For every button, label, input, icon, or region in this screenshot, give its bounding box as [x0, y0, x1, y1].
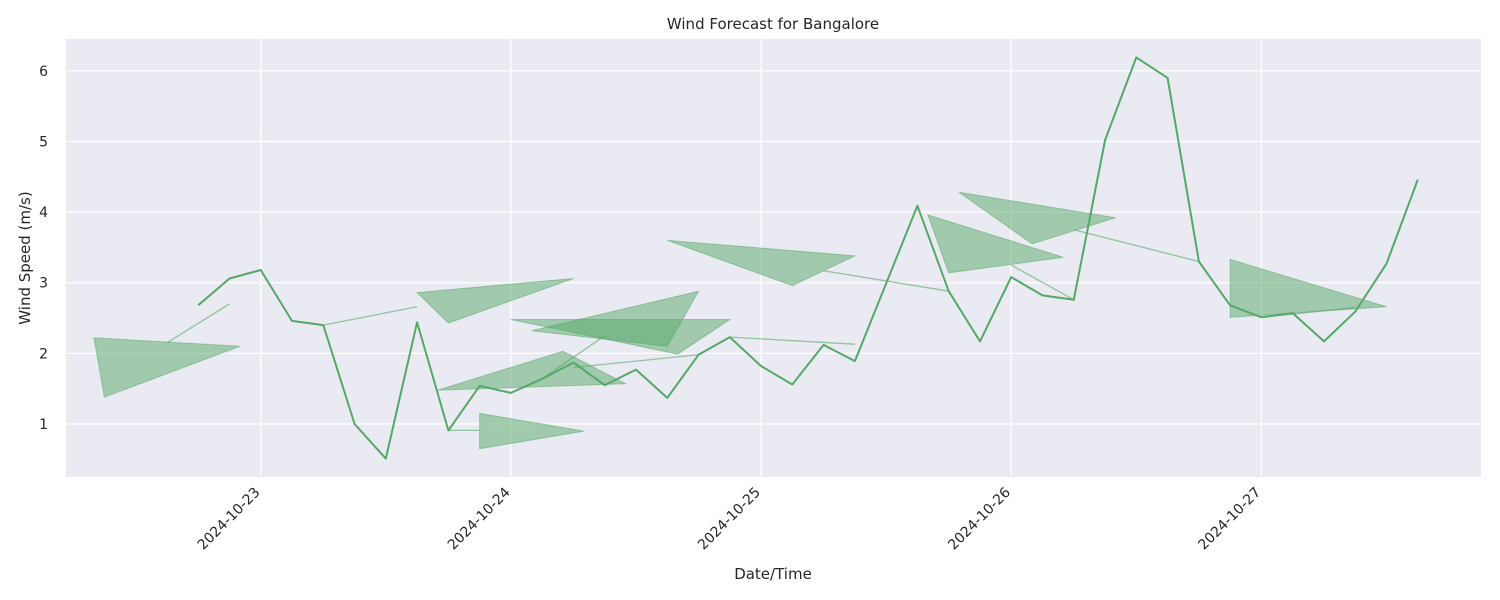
x-tick-label: 2024-10-25: [695, 485, 764, 554]
y-tick-label: 5: [39, 134, 48, 150]
wind-speed-series: [197, 56, 1419, 460]
wind-arrow-shaft: [541, 335, 606, 380]
series-line: [197, 56, 1419, 460]
x-axis-ticks: 2024-10-23 2024-10-24 2024-10-25 2024-10-26…: [195, 484, 1265, 553]
y-tick-label: 3: [39, 276, 48, 292]
wind-arrow-shaft: [729, 336, 855, 345]
wind-arrow-shaft: [573, 354, 699, 369]
y-tick-label: 6: [39, 64, 48, 80]
wind-arrow-head: [479, 412, 584, 450]
wind-arrow-head: [1229, 258, 1387, 318]
chart-title: Wind Forecast for Bangalore: [667, 15, 879, 33]
wind-arrow-shaft: [1073, 229, 1200, 263]
wind-arrow-shaft: [323, 306, 418, 326]
x-tick-label: 2024-10-27: [1195, 485, 1264, 554]
wind-arrow-head: [93, 337, 241, 398]
y-axis-ticks: 1 2 3 4 5 6: [39, 64, 48, 433]
y-tick-label: 1: [39, 417, 48, 433]
y-tick-label: 4: [39, 205, 48, 221]
wind-arrow-head: [510, 318, 732, 355]
x-tick-label: 2024-10-26: [945, 484, 1014, 553]
wind-arrow-shaft: [1010, 264, 1075, 301]
wind-direction-arrows: [93, 191, 1387, 450]
wind-arrow-head: [415, 277, 574, 324]
x-tick-label: 2024-10-23: [195, 485, 264, 554]
wind-arrow-head: [927, 214, 1064, 274]
wind-arrow-head: [958, 191, 1116, 245]
y-axis-label: Wind Speed (m/s): [16, 191, 34, 324]
x-tick-label: 2024-10-24: [445, 484, 514, 553]
wind-arrow-shaft: [166, 303, 230, 344]
wind-arrow-head: [437, 350, 628, 391]
wind-arrow-head: [667, 239, 857, 287]
y-tick-label: 2: [39, 346, 48, 362]
x-axis-label: Date/Time: [734, 565, 812, 583]
